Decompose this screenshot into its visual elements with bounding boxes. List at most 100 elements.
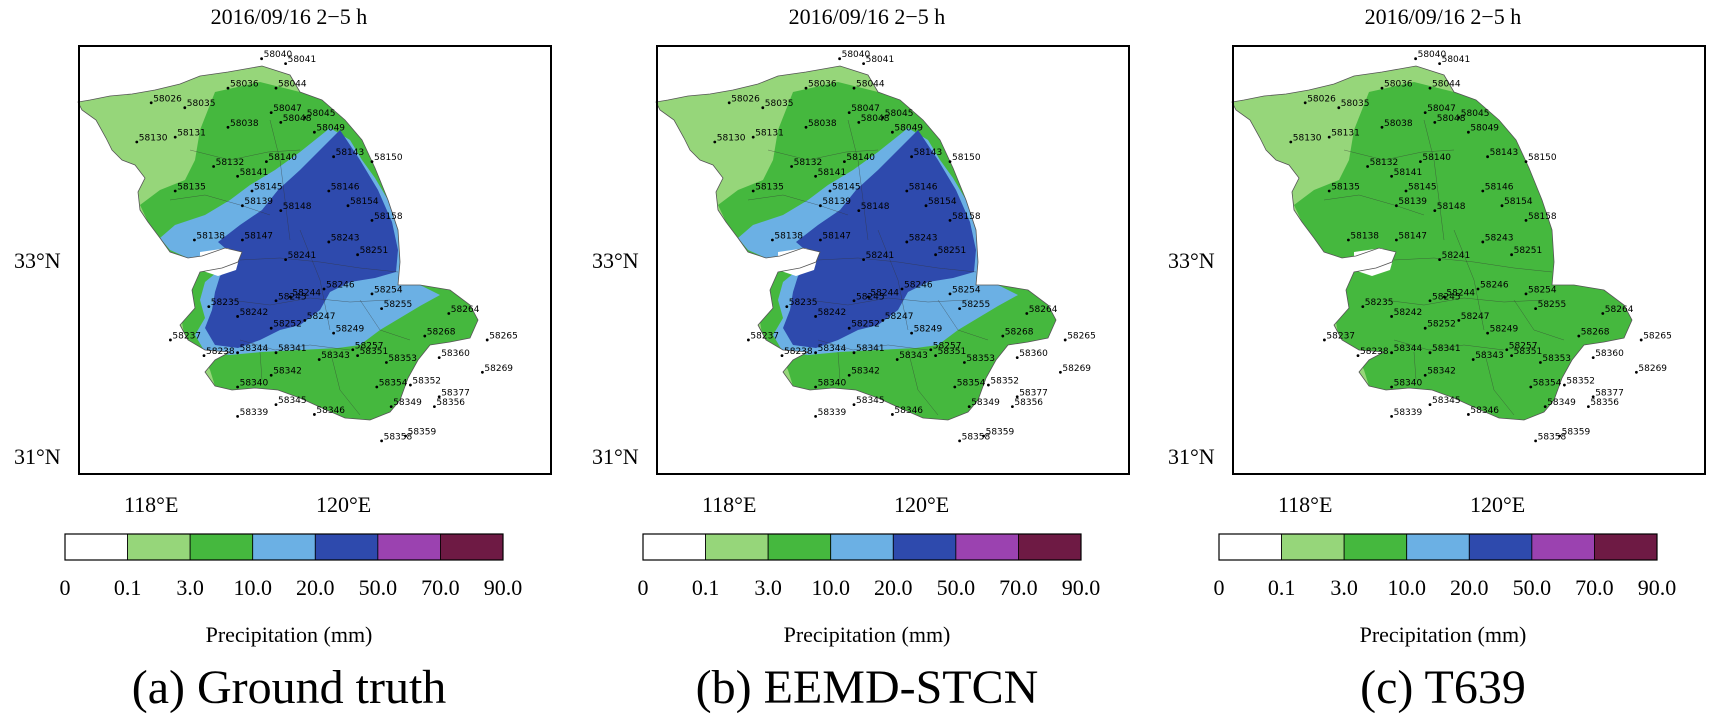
station-marker <box>1395 204 1398 208</box>
station-label: 58242 <box>1394 308 1423 318</box>
station-label: 58036 <box>230 80 259 90</box>
station-marker <box>284 258 287 261</box>
station-marker <box>1015 395 1019 399</box>
station-label: 58041 <box>866 55 895 65</box>
panel-title: 2016/09/16 2−5 h <box>210 4 368 29</box>
station-label: 58358 <box>384 432 413 442</box>
station-marker <box>814 351 817 355</box>
colorbar-label: Precipitation (mm) <box>783 622 951 647</box>
station-marker <box>356 253 359 257</box>
station-marker <box>226 125 230 129</box>
station-marker <box>1361 305 1365 309</box>
station-label: 58245 <box>278 292 307 302</box>
colorbar-tick-label: 20.0 <box>296 575 335 600</box>
station-label: 58345 <box>856 396 885 406</box>
station-label: 58044 <box>1432 80 1461 90</box>
county-boundaries <box>169 119 411 416</box>
station-marker <box>437 395 441 399</box>
panel-eemd-stcn: 2016/09/16 2−5 h 58040 58041 58036 58044 580… <box>578 0 1156 728</box>
colorbar-segment <box>314 533 379 561</box>
station-marker <box>149 101 153 105</box>
station-label: 58377 <box>1019 388 1048 398</box>
station-label: 58255 <box>962 300 991 310</box>
colorbar-segment <box>189 533 254 561</box>
station-label: 58130 <box>139 134 168 144</box>
station-label: 58145 <box>254 183 283 193</box>
station-marker <box>1639 338 1643 342</box>
station-marker <box>1524 219 1528 222</box>
station-label: 58045 <box>1461 109 1490 119</box>
station-marker <box>1059 370 1062 374</box>
station-marker <box>838 57 841 61</box>
station-label: 58237 <box>1326 331 1355 341</box>
band-blue-dark <box>783 130 976 348</box>
station-marker <box>332 155 335 159</box>
colorbar-tick-label: 90.0 <box>483 575 523 600</box>
colorbar-segment <box>642 533 706 561</box>
colorbar-tick-label: 70.0 <box>999 575 1038 600</box>
station-label: 58352 <box>990 377 1019 387</box>
station-label: 58141 <box>818 168 847 178</box>
station-label: 58145 <box>1408 183 1437 193</box>
station-label: 58154 <box>350 197 379 207</box>
station-label: 58038 <box>230 119 259 129</box>
colorbar-segment <box>1018 533 1082 561</box>
station-label: 58044 <box>278 80 307 90</box>
station-marker <box>1423 111 1427 114</box>
station-marker <box>1423 373 1427 377</box>
station-marker <box>1601 312 1605 315</box>
station-marker <box>1001 334 1005 338</box>
station-marker <box>804 86 808 90</box>
station-label: 58146 <box>331 183 360 193</box>
station-label: 58235 <box>789 298 818 308</box>
station-marker <box>727 101 731 105</box>
station-marker <box>780 354 784 358</box>
station-marker <box>785 305 789 309</box>
station-marker <box>236 315 240 318</box>
station-label: 58241 <box>1442 251 1471 261</box>
colorbar-tick-label: 3.0 <box>754 575 782 600</box>
station-marker <box>332 331 335 335</box>
station-label: 58247 <box>307 312 336 322</box>
station-marker <box>269 111 273 114</box>
county-boundary <box>817 339 929 351</box>
station-marker <box>423 334 427 338</box>
station-marker <box>1428 299 1432 303</box>
panel-title: 2016/09/16 2−5 h <box>788 4 946 29</box>
station-label: 58048 <box>861 114 890 124</box>
station-label: 58353 <box>1542 354 1571 364</box>
station-marker <box>967 405 971 408</box>
station-label: 58360 <box>1595 349 1624 359</box>
station-marker <box>274 403 278 407</box>
station-label: 58158 <box>952 212 981 222</box>
colorbar-tick-label: 90.0 <box>1061 575 1101 600</box>
station-label: 58150 <box>1528 153 1557 163</box>
station-label: 58048 <box>1437 114 1466 124</box>
station-label: 58269 <box>1638 364 1667 374</box>
station-label: 58353 <box>388 354 417 364</box>
lat-label-31n: 31°N <box>14 444 61 469</box>
station-label: 58252 <box>273 320 302 330</box>
colorbar-segment <box>127 533 191 561</box>
station-label: 58356 <box>1014 398 1043 408</box>
station-marker <box>1337 106 1341 110</box>
station-label: 58342 <box>851 367 880 377</box>
station-label: 58247 <box>1461 312 1490 322</box>
station-label: 58237 <box>750 331 779 341</box>
colorbar-tick-label: 20.0 <box>874 575 913 600</box>
panel-ground-truth: 2016/09/16 2−5 h 58040 58041 58036 58044 580… <box>0 0 578 728</box>
station-marker <box>713 140 717 144</box>
colorbar-segment <box>767 533 832 561</box>
colorbar-tick-label: 10.0 <box>1387 575 1426 600</box>
station-marker <box>982 434 985 438</box>
station-marker <box>389 405 393 408</box>
station-label: 58041 <box>1442 55 1471 65</box>
county-boundary <box>329 349 361 416</box>
county-boundary <box>1343 149 1455 161</box>
station-label: 58140 <box>846 153 875 163</box>
station-label: 58344 <box>240 344 269 354</box>
station-marker <box>346 204 350 208</box>
station-label: 58360 <box>1019 349 1048 359</box>
station-marker <box>1428 403 1432 407</box>
